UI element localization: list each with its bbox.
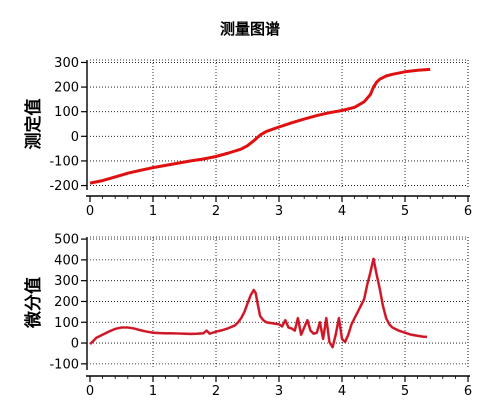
x-tick-label: 4 [338,204,346,219]
y-axis-title: 测定值 [23,99,44,150]
y-tick-label: 200 [54,295,79,310]
x-tick-label: 0 [86,384,94,399]
x-tick-label: 2 [212,384,220,399]
x-tick-label: 6 [464,204,472,219]
series-line [89,67,431,185]
x-tick-label: 5 [401,384,409,399]
x-tick-label: 3 [275,384,283,399]
y-tick-label: 400 [54,253,79,268]
x-tick-label: 6 [464,384,472,399]
x-tick-label: 1 [149,204,157,219]
y-tick-label: -100 [49,154,79,169]
x-tick-label: 5 [401,204,409,219]
x-tick-label: 4 [338,384,346,399]
y-tick-label: -100 [49,357,79,372]
y-tick-label: -200 [49,179,79,194]
x-tick-label: 3 [275,204,283,219]
y-tick-label: 200 [54,81,79,96]
x-tick-label: 0 [86,204,94,219]
y-tick-label: 300 [54,56,79,71]
x-tick-label: 2 [212,204,220,219]
y-tick-label: 100 [54,316,79,331]
y-tick-label: 100 [54,105,79,120]
page-title: 测量图谱 [219,20,280,38]
y-tick-label: 500 [54,233,79,248]
y-tick-label: 0 [71,337,79,352]
series-line [89,257,427,349]
x-tick-label: 1 [149,384,157,399]
y-tick-label: 0 [71,130,79,145]
y-tick-label: 300 [54,274,79,289]
y-axis-title: 微分值 [23,277,44,329]
